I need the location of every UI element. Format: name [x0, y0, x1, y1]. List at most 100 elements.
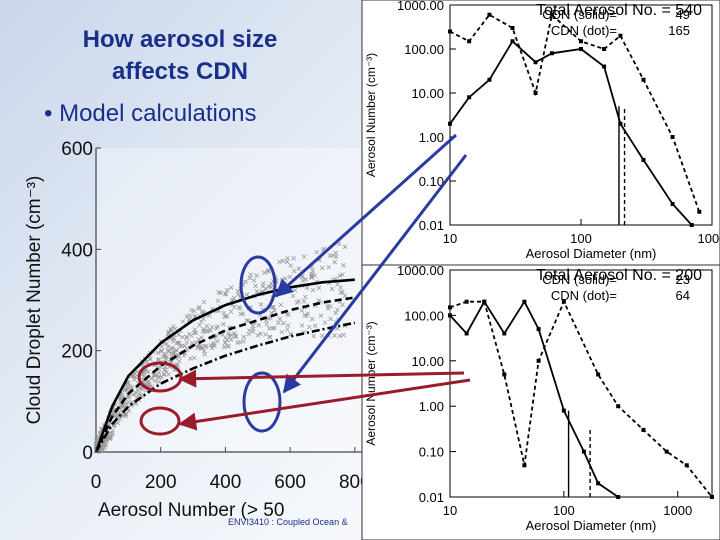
fit-line-solid — [94, 278, 355, 453]
scatter-point — [300, 278, 306, 283]
y-tick-label: 0.10 — [419, 445, 444, 460]
scatter-point — [340, 302, 345, 308]
scatter-point — [248, 272, 253, 277]
scatter-point — [226, 343, 231, 349]
scatter-point — [263, 332, 268, 337]
distribution-point-dotted — [549, 12, 554, 17]
scatter-point — [296, 299, 302, 304]
distribution-point-dotted — [522, 463, 527, 468]
scatter-point — [262, 270, 267, 275]
distribution-point-solid — [670, 202, 675, 207]
scatter-point — [125, 395, 131, 401]
scatter-point — [291, 256, 296, 261]
scatter-point — [162, 367, 167, 373]
cdn-annotation-label: CDN (solid)= — [542, 7, 617, 22]
scatter-point — [218, 290, 223, 296]
scatter-point — [155, 350, 161, 356]
panel-frame — [361, 0, 720, 266]
scatter-point — [180, 319, 186, 324]
scatter-point — [296, 266, 302, 271]
distribution-point-solid — [641, 158, 646, 163]
panel-y-label: Aerosol Number (cm⁻³) — [364, 53, 378, 177]
scatter-point — [251, 278, 257, 283]
distribution-point-dotted — [502, 372, 507, 377]
distribution-point-dotted — [448, 305, 452, 310]
scatter-point — [332, 333, 337, 338]
scatter-point — [342, 244, 348, 250]
scatter-point — [187, 356, 193, 361]
scatter-point — [329, 286, 335, 292]
scatter-point — [335, 307, 340, 312]
distribution-point-dotted — [616, 404, 621, 409]
x-tick-label: 600 — [274, 472, 306, 493]
scatter-point — [199, 346, 204, 351]
distribution-point-dotted — [579, 39, 583, 44]
scatter-point — [247, 328, 252, 333]
distribution-point-solid — [522, 299, 527, 304]
distribution-point-dotted — [670, 135, 675, 139]
scatter-point — [176, 340, 182, 346]
scatter-point — [285, 327, 290, 332]
scatter-point — [119, 402, 125, 408]
scatter-point — [200, 309, 205, 314]
title-line-2: affects CDN — [111, 58, 249, 85]
scatter-point — [260, 281, 266, 286]
x-tick-label: 10 — [443, 503, 457, 518]
scatter-point — [125, 381, 131, 386]
scatter-point — [146, 378, 152, 384]
scatter-point — [288, 263, 294, 268]
footer-course-label: ENVI3410 : Coupled Ocean & — [228, 517, 348, 527]
scatter-point — [277, 316, 283, 322]
scatter-point — [309, 316, 315, 322]
distribution-point-solid — [467, 95, 472, 100]
y-axis-label: Cloud Droplet Number (cm⁻³) — [24, 176, 45, 425]
cdn-annotation-label: CDN (dot)= — [551, 288, 617, 303]
scatter-point — [328, 316, 334, 322]
x-axis-label: Aerosol Number (> 50 — [98, 500, 284, 521]
scatter-point — [164, 341, 169, 346]
distribution-point-solid — [487, 77, 492, 82]
scatter-point — [136, 391, 142, 397]
scatter-point — [287, 274, 293, 280]
scatter-point — [333, 254, 339, 259]
y-tick-label: 600 — [61, 139, 93, 160]
y-tick-label: 1.00 — [419, 130, 444, 145]
distribution-point-solid — [549, 51, 554, 56]
scatter-point — [189, 307, 194, 313]
scatter-point — [193, 340, 199, 346]
scatter-point — [241, 339, 246, 344]
scatter-point — [224, 288, 230, 293]
scatter-point — [225, 344, 230, 349]
scatter-point — [326, 264, 331, 270]
scatter-point — [170, 339, 176, 344]
fit-line-dashdot — [94, 321, 356, 453]
plot-area — [96, 148, 365, 452]
scatter-point — [340, 272, 345, 277]
scatter-point — [182, 343, 188, 349]
distribution-point-dotted — [618, 33, 623, 38]
scatter-point — [265, 269, 271, 274]
scatter-point — [254, 273, 259, 278]
scatter-point — [110, 428, 115, 433]
scatter-point — [232, 331, 237, 336]
scatter-point — [309, 271, 314, 277]
scatter-point — [270, 325, 275, 331]
scatter-point — [104, 437, 110, 443]
bullet-model-calculations: • Model calculations — [44, 100, 257, 127]
distribution-point-solid — [510, 39, 515, 44]
scatter-point — [123, 413, 128, 419]
scatter-point — [233, 333, 239, 339]
scatter-point — [187, 313, 193, 318]
scatter-point — [333, 250, 338, 256]
scatter-point — [241, 334, 246, 340]
distribution-point-dotted — [596, 372, 601, 377]
panel-title: Total Aerosol No. = 200 — [536, 267, 702, 284]
scatter-point — [170, 346, 175, 351]
scatter-point — [156, 374, 161, 380]
scatter-point — [263, 286, 268, 291]
scatter-point — [247, 275, 253, 281]
scatter-point — [251, 326, 256, 332]
scatter-point — [223, 340, 228, 345]
scatter-point — [235, 288, 241, 294]
